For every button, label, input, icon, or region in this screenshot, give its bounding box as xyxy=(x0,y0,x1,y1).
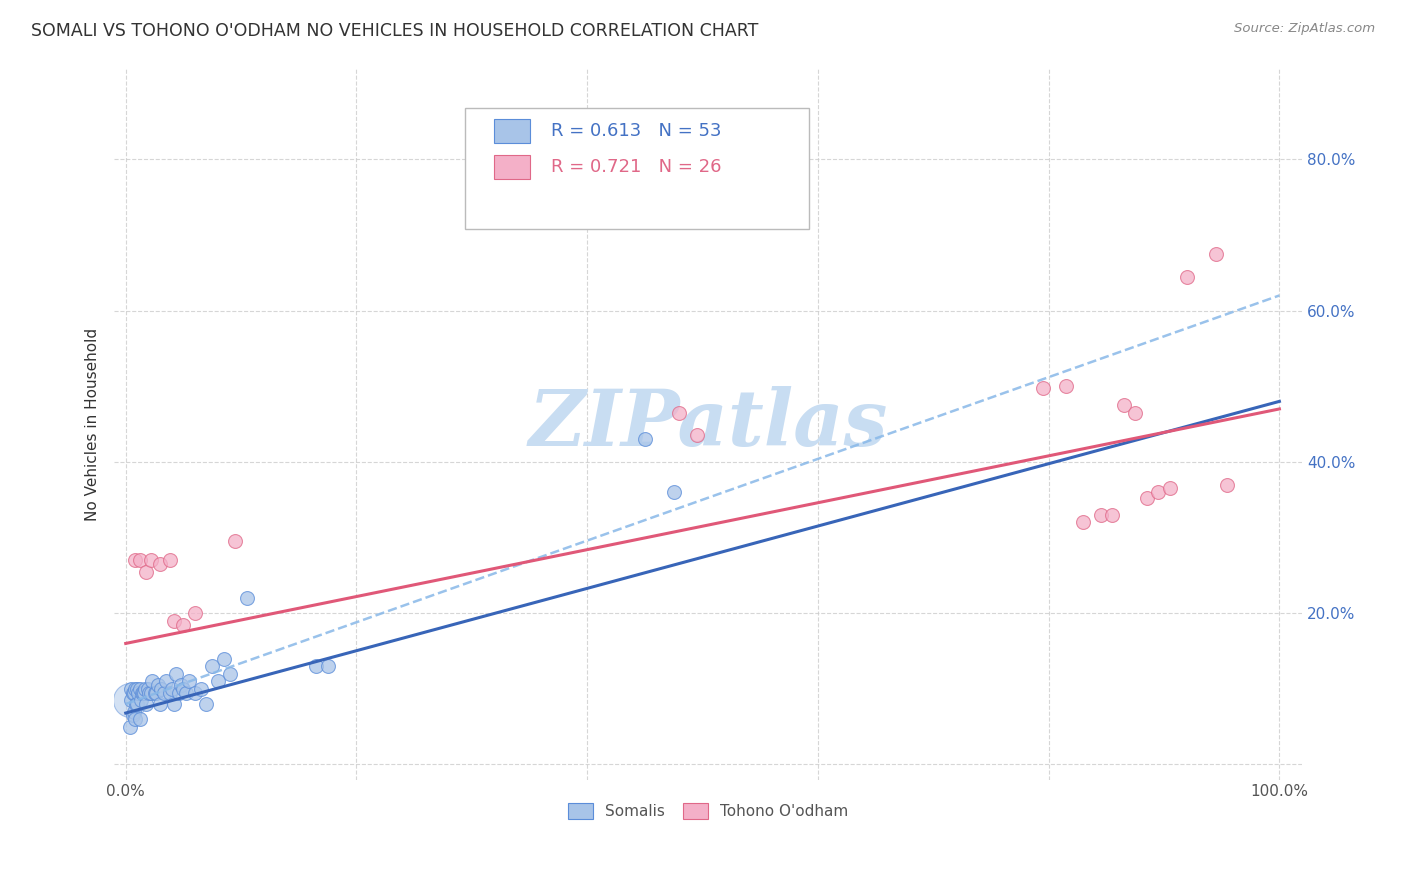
Point xyxy=(218,666,240,681)
Point xyxy=(141,674,163,689)
Point xyxy=(136,681,159,696)
Point xyxy=(121,685,143,699)
Point xyxy=(184,685,207,699)
Point xyxy=(146,678,169,692)
Point xyxy=(686,428,709,442)
Point xyxy=(1101,508,1123,522)
Point xyxy=(128,681,150,696)
Point xyxy=(159,685,181,699)
Point xyxy=(127,685,149,699)
Point xyxy=(224,534,246,549)
Text: R = 0.613   N = 53: R = 0.613 N = 53 xyxy=(551,122,723,140)
Point xyxy=(139,685,162,699)
Point xyxy=(179,674,201,689)
Text: ZIPatlas: ZIPatlas xyxy=(529,386,889,462)
Point xyxy=(155,674,177,689)
Point xyxy=(134,685,156,699)
Point xyxy=(1123,406,1146,420)
Point xyxy=(149,697,172,711)
Point xyxy=(129,693,152,707)
Point xyxy=(1175,269,1198,284)
Text: Source: ZipAtlas.com: Source: ZipAtlas.com xyxy=(1234,22,1375,36)
Point xyxy=(195,697,218,711)
Point xyxy=(172,617,194,632)
Point xyxy=(163,614,186,628)
Point xyxy=(139,553,162,567)
Point xyxy=(1159,481,1181,495)
FancyBboxPatch shape xyxy=(465,108,810,228)
Point xyxy=(163,697,186,711)
Point xyxy=(122,705,145,719)
FancyBboxPatch shape xyxy=(495,120,530,144)
Point xyxy=(128,553,150,567)
FancyBboxPatch shape xyxy=(495,154,530,178)
Point xyxy=(236,591,259,605)
Point xyxy=(190,681,212,696)
Point xyxy=(124,553,146,567)
Point xyxy=(121,693,143,707)
Text: R = 0.721   N = 26: R = 0.721 N = 26 xyxy=(551,158,723,176)
Point xyxy=(120,720,142,734)
Point xyxy=(1147,485,1170,500)
Point xyxy=(150,681,173,696)
Point xyxy=(127,697,149,711)
Point xyxy=(1054,379,1077,393)
Point xyxy=(212,651,235,665)
Point xyxy=(316,659,339,673)
Point xyxy=(125,697,148,711)
Y-axis label: No Vehicles in Household: No Vehicles in Household xyxy=(86,327,100,521)
Point xyxy=(121,708,143,723)
Point xyxy=(172,681,194,696)
Point xyxy=(135,697,157,711)
Point xyxy=(131,685,153,699)
Point xyxy=(121,681,143,696)
Point xyxy=(124,681,146,696)
Point xyxy=(305,659,328,673)
Point xyxy=(124,712,146,726)
Point xyxy=(662,485,685,500)
Point xyxy=(1216,477,1239,491)
Point xyxy=(668,406,690,420)
Point xyxy=(1112,398,1135,412)
Point xyxy=(135,565,157,579)
Point xyxy=(174,685,197,699)
Point xyxy=(132,685,155,699)
Point xyxy=(571,205,593,219)
Point xyxy=(152,685,174,699)
Point xyxy=(634,432,657,446)
Point xyxy=(166,666,188,681)
Point xyxy=(201,659,224,673)
Legend: Somalis, Tohono O'odham: Somalis, Tohono O'odham xyxy=(562,797,855,825)
Point xyxy=(1136,491,1159,506)
Point xyxy=(134,681,156,696)
Point xyxy=(145,685,167,699)
Point xyxy=(127,681,149,696)
Point xyxy=(1205,247,1227,261)
Point xyxy=(1071,516,1094,530)
Point xyxy=(1032,381,1054,395)
Point xyxy=(138,685,160,699)
Point xyxy=(120,693,142,707)
Point xyxy=(159,553,181,567)
Point xyxy=(128,712,150,726)
Point xyxy=(170,678,193,692)
Point xyxy=(167,685,190,699)
Point xyxy=(122,685,145,699)
Point xyxy=(1090,508,1112,522)
Point xyxy=(160,681,183,696)
Point xyxy=(184,606,207,620)
Text: SOMALI VS TOHONO O'ODHAM NO VEHICLES IN HOUSEHOLD CORRELATION CHART: SOMALI VS TOHONO O'ODHAM NO VEHICLES IN … xyxy=(31,22,758,40)
Point xyxy=(143,685,166,699)
Point xyxy=(207,674,229,689)
Point xyxy=(149,557,172,571)
